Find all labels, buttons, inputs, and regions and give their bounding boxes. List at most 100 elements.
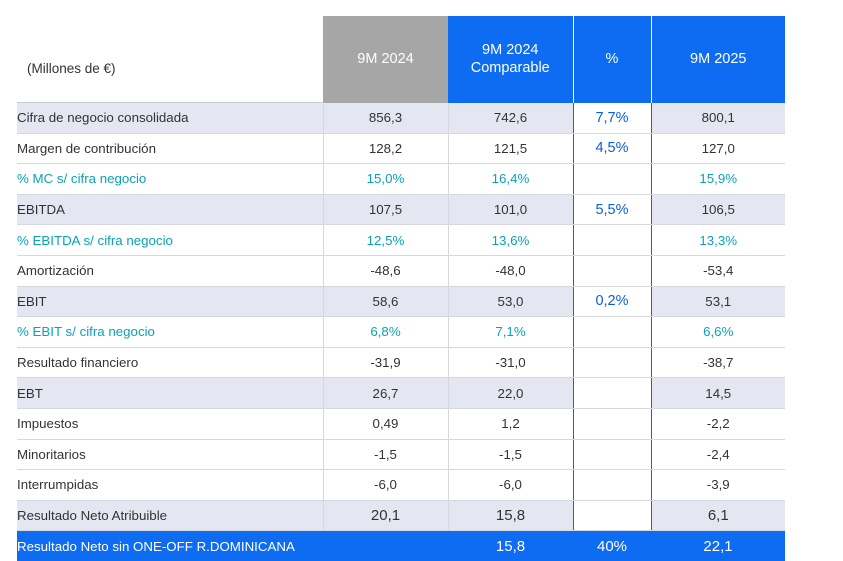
value-9m-2025: -38,7 xyxy=(651,347,785,378)
value-percent-change xyxy=(573,408,651,439)
value-percent-change xyxy=(573,347,651,378)
table-row: Resultado Neto Atribuible 20,1 15,8 6,1 xyxy=(17,500,785,531)
value-9m-2025: -3,9 xyxy=(651,470,785,501)
row-label: Impuestos xyxy=(17,408,323,439)
column-header-percent: % xyxy=(573,16,651,103)
value-9m-2024-comparable: 121,5 xyxy=(448,133,573,164)
row-label: % EBIT s/ cifra negocio xyxy=(17,317,323,348)
table-footer-row: Resultado Neto sin ONE-OFF R.DOMINICANA … xyxy=(17,531,785,561)
row-label: EBT xyxy=(17,378,323,409)
footer-label: Resultado Neto sin ONE-OFF R.DOMINICANA xyxy=(17,531,323,561)
table-row: Amortización -48,6 -48,0 -53,4 xyxy=(17,255,785,286)
row-label: Resultado Neto Atribuible xyxy=(17,500,323,531)
value-9m-2024-comparable: -48,0 xyxy=(448,255,573,286)
value-9m-2024: 128,2 xyxy=(323,133,448,164)
value-percent-change xyxy=(573,470,651,501)
value-9m-2024: 107,5 xyxy=(323,194,448,225)
value-9m-2025: -2,2 xyxy=(651,408,785,439)
value-9m-2024-comparable: 7,1% xyxy=(448,317,573,348)
value-9m-2024: 6,8% xyxy=(323,317,448,348)
value-9m-2024-comparable: -6,0 xyxy=(448,470,573,501)
column-header-line1: % xyxy=(606,51,619,67)
footer-value-percent-change: 40% xyxy=(573,531,651,561)
table-row: Interrumpidas -6,0 -6,0 -3,9 xyxy=(17,470,785,501)
row-label: Margen de contribución xyxy=(17,133,323,164)
footer-value-9m-2024 xyxy=(323,531,448,561)
footer-value-9m-2024-comparable: 15,8 xyxy=(448,531,573,561)
value-9m-2024-comparable: 16,4% xyxy=(448,164,573,195)
table-row: Impuestos 0,49 1,2 -2,2 xyxy=(17,408,785,439)
row-label: Amortización xyxy=(17,255,323,286)
value-9m-2024-comparable: 13,6% xyxy=(448,225,573,256)
row-label: % EBITDA s/ cifra negocio xyxy=(17,225,323,256)
table-row: Minoritarios -1,5 -1,5 -2,4 xyxy=(17,439,785,470)
value-9m-2024: 0,49 xyxy=(323,408,448,439)
value-9m-2024-comparable: -1,5 xyxy=(448,439,573,470)
value-9m-2025: 127,0 xyxy=(651,133,785,164)
value-9m-2024-comparable: 15,8 xyxy=(448,500,573,531)
table-row: % MC s/ cifra negocio 15,0% 16,4% 15,9% xyxy=(17,164,785,195)
value-9m-2024: 58,6 xyxy=(323,286,448,317)
footer-value-9m-2025: 22,1 xyxy=(651,531,785,561)
row-label: EBITDA xyxy=(17,194,323,225)
value-percent-change: 5,5% xyxy=(573,194,651,225)
row-label: Minoritarios xyxy=(17,439,323,470)
value-9m-2024: 26,7 xyxy=(323,378,448,409)
value-9m-2025: 6,1 xyxy=(651,500,785,531)
value-9m-2024: -31,9 xyxy=(323,347,448,378)
value-9m-2024: -48,6 xyxy=(323,255,448,286)
table-row: % EBIT s/ cifra negocio 6,8% 7,1% 6,6% xyxy=(17,317,785,348)
value-percent-change xyxy=(573,255,651,286)
value-9m-2025: -2,4 xyxy=(651,439,785,470)
value-9m-2025: -53,4 xyxy=(651,255,785,286)
value-9m-2024: -1,5 xyxy=(323,439,448,470)
column-header-9m-2024-comparable: 9M 2024 Comparable xyxy=(448,16,573,103)
table-body: Cifra de negocio consolidada 856,3 742,6… xyxy=(17,103,785,561)
value-percent-change: 0,2% xyxy=(573,286,651,317)
value-9m-2025: 14,5 xyxy=(651,378,785,409)
value-9m-2025: 53,1 xyxy=(651,286,785,317)
value-9m-2025: 800,1 xyxy=(651,103,785,134)
value-percent-change: 4,5% xyxy=(573,133,651,164)
value-percent-change xyxy=(573,317,651,348)
value-9m-2024: 12,5% xyxy=(323,225,448,256)
unit-label: (Millones de €) xyxy=(17,16,323,103)
table-row: Margen de contribución 128,2 121,5 4,5% … xyxy=(17,133,785,164)
column-header-line1: 9M 2024 xyxy=(357,51,413,67)
value-9m-2024: -6,0 xyxy=(323,470,448,501)
value-percent-change xyxy=(573,500,651,531)
table-row: Resultado financiero -31,9 -31,0 -38,7 xyxy=(17,347,785,378)
column-header-9m-2024: 9M 2024 xyxy=(323,16,448,103)
value-9m-2025: 106,5 xyxy=(651,194,785,225)
table-row: EBITDA 107,5 101,0 5,5% 106,5 xyxy=(17,194,785,225)
value-9m-2024-comparable: -31,0 xyxy=(448,347,573,378)
column-header-line2: Comparable xyxy=(471,60,550,76)
value-9m-2025: 15,9% xyxy=(651,164,785,195)
value-9m-2025: 6,6% xyxy=(651,317,785,348)
value-9m-2024: 856,3 xyxy=(323,103,448,134)
row-label: Cifra de negocio consolidada xyxy=(17,103,323,134)
row-label: EBIT xyxy=(17,286,323,317)
column-header-line1: 9M 2024 xyxy=(482,42,538,58)
value-percent-change xyxy=(573,439,651,470)
table-header-row: (Millones de €) 9M 2024 9M 2024 Comparab… xyxy=(17,16,785,103)
row-label: % MC s/ cifra negocio xyxy=(17,164,323,195)
value-percent-change: 7,7% xyxy=(573,103,651,134)
value-9m-2024: 15,0% xyxy=(323,164,448,195)
table-row: % EBITDA s/ cifra negocio 12,5% 13,6% 13… xyxy=(17,225,785,256)
value-9m-2024-comparable: 742,6 xyxy=(448,103,573,134)
row-label: Interrumpidas xyxy=(17,470,323,501)
value-9m-2025: 13,3% xyxy=(651,225,785,256)
value-percent-change xyxy=(573,225,651,256)
value-9m-2024-comparable: 53,0 xyxy=(448,286,573,317)
value-9m-2024: 20,1 xyxy=(323,500,448,531)
value-9m-2024-comparable: 1,2 xyxy=(448,408,573,439)
table-row: Cifra de negocio consolidada 856,3 742,6… xyxy=(17,103,785,134)
row-label: Resultado financiero xyxy=(17,347,323,378)
table-row: EBT 26,7 22,0 14,5 xyxy=(17,378,785,409)
value-percent-change xyxy=(573,164,651,195)
value-9m-2024-comparable: 101,0 xyxy=(448,194,573,225)
financial-results-table: (Millones de €) 9M 2024 9M 2024 Comparab… xyxy=(17,16,785,561)
value-9m-2024-comparable: 22,0 xyxy=(448,378,573,409)
column-header-line1: 9M 2025 xyxy=(690,51,746,67)
